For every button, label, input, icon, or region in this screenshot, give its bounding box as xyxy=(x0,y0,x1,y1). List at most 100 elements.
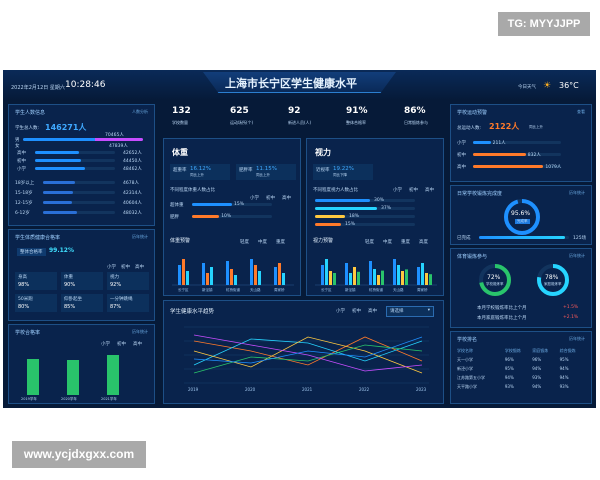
completion-link[interactable]: 历年统计 xyxy=(569,190,585,195)
done-value: 125场 xyxy=(573,236,587,241)
exam-tab-2[interactable]: 初中 xyxy=(117,342,126,347)
watermark-bottom: www.ycjdxgxx.com xyxy=(12,441,146,468)
trend-select[interactable]: 请选择 ▾ xyxy=(386,306,434,317)
weight-bar xyxy=(210,267,213,285)
trend-series-line xyxy=(193,338,423,366)
health-link[interactable]: 历年统计 xyxy=(132,234,148,239)
health-cell: 50米跑 80% xyxy=(15,294,57,312)
exercise-title: 体育锻炼参与 xyxy=(457,254,488,260)
age-value: 4678人 xyxy=(123,181,139,186)
vision-x-label: 周家桥 xyxy=(417,287,428,292)
sport-warning-link[interactable]: 查看 xyxy=(577,109,585,114)
trend-tab-3[interactable]: 高中 xyxy=(368,309,377,314)
weight-bar xyxy=(226,261,229,285)
weight-chart-title: 体重预警 xyxy=(170,238,191,244)
weight-tab-3[interactable]: 高中 xyxy=(282,196,291,201)
table-cell: 94% xyxy=(532,384,542,389)
chevron-down-icon: ▾ xyxy=(427,308,430,313)
school-exercise-ring xyxy=(479,264,511,296)
completion-panel: 日常学校锻炼完成度 历年统计 95.6% 完成率 已完成 125场 xyxy=(450,185,592,245)
weight-x-label: 周家桥 xyxy=(274,287,285,292)
health-cell: 体重 90% xyxy=(61,272,103,290)
vision-row-value: 18% xyxy=(349,214,360,219)
health-cell: 视力 92% xyxy=(107,272,149,290)
table-row: 新泾小学 95% 94% 94% xyxy=(457,364,587,373)
kpi-value: 625 xyxy=(230,106,249,116)
grade-bar xyxy=(35,159,82,162)
exam-bar xyxy=(67,359,79,395)
weight-sub: 不同程度体重人数占比 xyxy=(170,188,215,193)
students-total-value: 146271人 xyxy=(45,123,87,132)
health-tab-1[interactable]: 小学 xyxy=(107,265,116,270)
grade-value: 44450人 xyxy=(123,159,142,164)
age-label: 18岁以上 xyxy=(15,181,35,186)
trend-tab-2[interactable]: 初中 xyxy=(352,309,361,314)
health-cell-value: 80% xyxy=(18,304,30,310)
health-tab-2[interactable]: 初中 xyxy=(121,265,130,270)
exam-tab-3[interactable]: 高中 xyxy=(133,342,142,347)
ring-arc xyxy=(504,199,540,235)
students-link[interactable]: 人数分析 xyxy=(132,109,148,114)
watermark-top: TG: MYYJJPP xyxy=(498,12,590,36)
note-1: 本月学校锻炼率比上个月 xyxy=(477,306,527,311)
vision-bar xyxy=(325,259,328,285)
health-title: 学生体质健康合格率 xyxy=(15,235,61,241)
vision-legend-4: 高度 xyxy=(419,240,428,245)
weight-bar xyxy=(192,203,232,206)
health-cell: 身高 98% xyxy=(15,272,57,290)
table-cell: 94% xyxy=(559,375,569,380)
vision-legend-2: 中度 xyxy=(383,240,392,245)
trend-tab-1[interactable]: 小学 xyxy=(336,309,345,314)
table-header-cell: 家庭锻炼 xyxy=(532,348,549,353)
page-title: 上海市长宁区学生健康水平 xyxy=(225,77,357,90)
health-panel: 学生体质健康合格率 历年统计 整体合格率 99.12% 小学 初中 高中 身高 9… xyxy=(8,229,155,321)
vision-bar xyxy=(381,270,384,285)
table-cell: 新泾小学 xyxy=(457,365,473,371)
exercise-link[interactable]: 历年统计 xyxy=(569,253,585,258)
trend-x-label: 2022 xyxy=(359,387,370,392)
trend-x-label: 2023 xyxy=(416,387,427,392)
vision-legend-3: 重度 xyxy=(401,240,410,245)
weather-label: 今日天气 xyxy=(518,85,536,90)
exam-tab-1[interactable]: 小学 xyxy=(101,342,110,347)
sport-row-value: 832人 xyxy=(527,153,541,158)
health-tab-3[interactable]: 高中 xyxy=(135,265,144,270)
table-cell: 95% xyxy=(559,357,569,362)
sport-total-sub: 同比上升 xyxy=(529,125,543,129)
ranking-link[interactable]: 历年统计 xyxy=(569,336,585,341)
kpi-value: 132 xyxy=(172,106,191,116)
weight-bar xyxy=(258,271,261,285)
weight-bar xyxy=(202,263,205,285)
vision-tab-3[interactable]: 高中 xyxy=(425,188,434,193)
trend-series-line xyxy=(193,334,423,372)
health-cell-value: 98% xyxy=(18,282,30,288)
table-header-cell: 学校锻炼 xyxy=(504,348,521,353)
vision-track xyxy=(315,223,415,226)
vision-tab-2[interactable]: 初中 xyxy=(409,188,418,193)
grade-value: 48462人 xyxy=(123,167,142,172)
female-label: 女 xyxy=(15,144,20,149)
weight-tab-2[interactable]: 初中 xyxy=(266,196,275,201)
vision-tab-1[interactable]: 小学 xyxy=(393,188,402,193)
vision-row-value: 15% xyxy=(345,222,356,227)
weight-tab-1[interactable]: 小学 xyxy=(250,196,259,201)
trend-title: 学生健康水平趋势 xyxy=(170,309,215,315)
table-cell: 94% xyxy=(559,366,569,371)
home-exercise-value: 78% xyxy=(545,274,559,281)
vision-bar xyxy=(333,273,336,285)
table-cell: 94% xyxy=(532,366,542,371)
table-cell: 94% xyxy=(504,375,514,380)
trend-x-label: 2020 xyxy=(245,387,256,392)
exam-link[interactable]: 历年统计 xyxy=(132,329,148,334)
age-bar xyxy=(43,201,72,204)
table-cell: 江苏路第五小学 xyxy=(457,374,485,380)
health-cell: 一分钟跳绳 87% xyxy=(107,294,149,312)
vision-bar xyxy=(315,215,345,218)
vision-bar-chart: 长宁区 新泾镇 虹桥街道 天山路 周家桥 xyxy=(315,259,437,292)
health-cell-value: 90% xyxy=(64,282,76,288)
vision-legend-1: 轻度 xyxy=(365,240,374,245)
weight-stat-2: 肥胖率 11.15% 同比上升 xyxy=(236,164,296,180)
sport-bar xyxy=(473,165,544,168)
table-cell: 93% xyxy=(504,384,514,389)
grade-label: 高中 xyxy=(17,151,26,156)
